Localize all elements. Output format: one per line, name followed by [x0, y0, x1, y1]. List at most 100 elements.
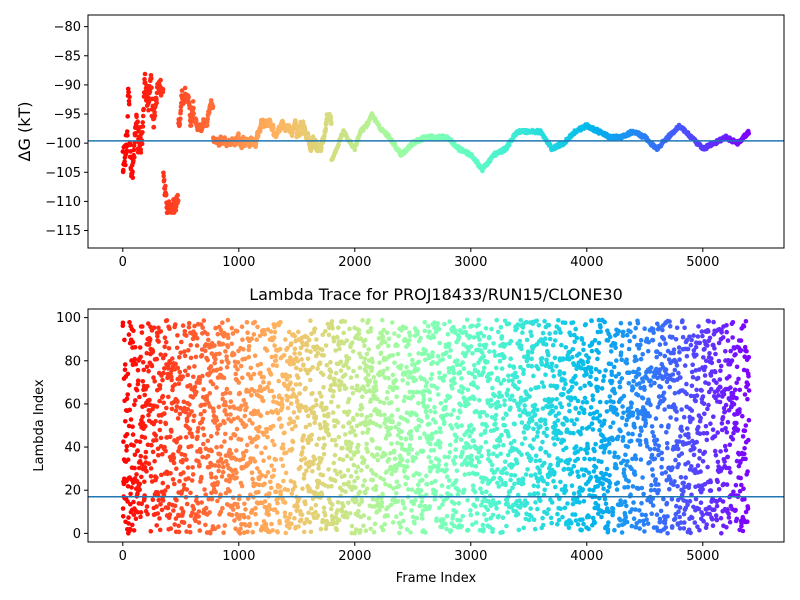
lambda-point	[397, 530, 402, 536]
lambda-point	[502, 466, 508, 471]
lambda-point	[584, 400, 590, 405]
lambda-point	[207, 530, 213, 536]
lambda-point	[364, 486, 370, 492]
lambda-point	[199, 500, 204, 505]
lambda-point	[586, 355, 591, 361]
lambda-point	[407, 333, 413, 339]
lambda-point	[227, 488, 232, 494]
lambda-point	[196, 509, 202, 514]
lambda-point	[222, 439, 227, 444]
lambda-point	[403, 436, 409, 442]
lambda-point	[563, 488, 569, 493]
lambda-point	[234, 448, 239, 453]
lambda-point	[173, 322, 178, 327]
lambda-point	[432, 409, 438, 415]
lambda-point	[427, 389, 432, 395]
lambda-point	[333, 370, 339, 376]
lambda-point	[241, 453, 247, 459]
lambda-point	[496, 513, 501, 519]
lambda-point	[132, 402, 137, 408]
delta-g-point	[149, 76, 154, 81]
lambda-point	[343, 386, 349, 391]
delta-g-point	[173, 207, 179, 213]
lambda-point	[569, 384, 575, 390]
lambda-point	[553, 484, 558, 490]
lambda-point	[443, 404, 448, 410]
lambda-point	[251, 332, 257, 337]
lambda-point	[542, 318, 547, 324]
lambda-point	[400, 378, 406, 383]
lambda-point	[359, 468, 364, 473]
lambda-point	[454, 468, 460, 474]
lambda-point	[521, 367, 526, 373]
lambda-point	[202, 487, 207, 492]
lambda-point	[215, 498, 220, 504]
lambda-point	[519, 452, 524, 458]
lambda-point	[239, 324, 245, 330]
lambda-point	[399, 429, 405, 434]
lambda-point	[149, 442, 154, 448]
lambda-point	[173, 408, 179, 414]
lambda-point	[496, 443, 501, 448]
lambda-point	[494, 506, 499, 511]
lambda-point	[588, 475, 594, 480]
lambda-point	[303, 385, 308, 391]
lambda-point	[491, 475, 497, 481]
lambda-point	[390, 320, 395, 325]
lambda-point	[458, 402, 464, 408]
lambda-point	[560, 391, 566, 397]
lambda-point	[218, 366, 223, 372]
lambda-point	[262, 481, 267, 487]
lambda-point	[265, 434, 270, 440]
lambda-point	[389, 441, 394, 447]
lambda-point	[177, 369, 183, 375]
lambda-point	[409, 508, 414, 513]
lambda-point	[307, 422, 313, 428]
lambda-point	[156, 339, 161, 344]
lambda-point	[234, 329, 240, 334]
lambda-point	[388, 425, 394, 431]
lambda-point	[540, 330, 546, 336]
lambda-point	[207, 510, 212, 515]
lambda-point	[514, 374, 520, 380]
lambda-point	[381, 368, 386, 374]
delta-g-point	[210, 104, 216, 109]
lambda-point	[502, 398, 507, 403]
delta-g-point	[147, 89, 153, 94]
lambda-point	[261, 398, 266, 404]
lambda-point	[148, 529, 154, 534]
lambda-point	[340, 445, 345, 451]
lambda-point	[184, 457, 189, 462]
lambda-point	[487, 376, 493, 382]
lambda-point	[494, 317, 500, 323]
lambda-point	[374, 472, 379, 478]
lambda-point	[494, 426, 500, 432]
lambda-point	[268, 372, 274, 377]
lambda-point	[124, 448, 129, 453]
lambda-point	[299, 512, 305, 517]
lambda-point	[309, 432, 315, 438]
lambda-point	[293, 382, 299, 387]
lambda-point	[562, 320, 568, 326]
lambda-point	[261, 458, 266, 464]
lambda-point	[552, 442, 557, 447]
lambda-point	[159, 507, 165, 513]
lambda-point	[306, 337, 312, 343]
lambda-point	[316, 466, 321, 471]
lambda-point	[528, 473, 534, 478]
lambda-point	[556, 411, 562, 416]
lambda-point	[454, 478, 459, 483]
lambda-point	[524, 500, 530, 506]
lambda-point	[436, 462, 442, 468]
lambda-point	[248, 365, 254, 371]
lambda-point	[186, 348, 191, 353]
lambda-point	[238, 526, 243, 532]
lambda-point	[475, 385, 480, 390]
lambda-point	[140, 324, 145, 329]
lambda-point	[314, 442, 320, 448]
lambda-point	[468, 423, 474, 428]
lambda-point	[601, 486, 606, 492]
lambda-point	[161, 370, 166, 376]
lambda-point	[529, 356, 534, 362]
lambda-point	[346, 500, 351, 506]
